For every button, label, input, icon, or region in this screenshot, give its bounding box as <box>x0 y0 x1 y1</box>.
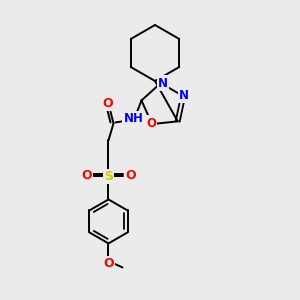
Text: O: O <box>146 117 156 130</box>
Text: NH: NH <box>124 112 143 125</box>
Text: O: O <box>102 97 113 110</box>
Text: O: O <box>103 257 114 270</box>
Text: O: O <box>125 169 136 182</box>
Text: O: O <box>81 169 92 182</box>
Text: N: N <box>179 88 189 102</box>
Text: N: N <box>158 76 168 90</box>
Text: S: S <box>104 170 113 183</box>
